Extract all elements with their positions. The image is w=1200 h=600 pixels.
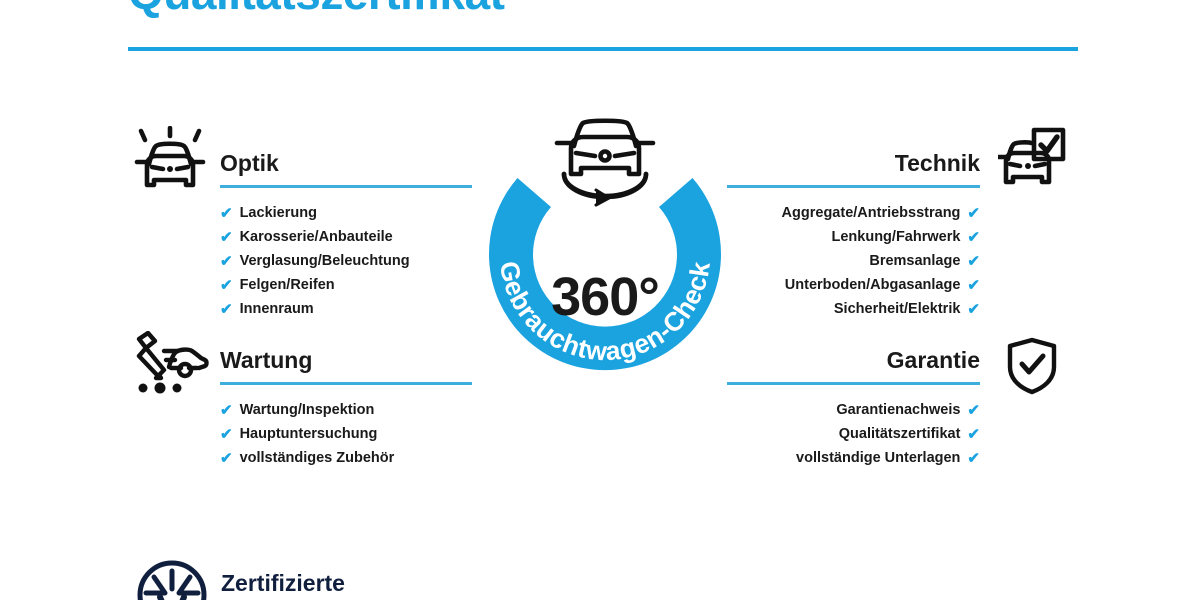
list-item-label: Unterboden/Abgasanlage: [784, 277, 961, 293]
list-item-label: Lenkung/Fahrwerk: [831, 229, 961, 245]
list-item: ✔ Lenkung/Fahrwerk: [727, 225, 981, 249]
check-icon: ✔: [220, 204, 233, 222]
car-shine-icon: [132, 125, 208, 199]
check-icon: ✔: [967, 300, 980, 318]
section-header: Garantie: [727, 339, 980, 385]
checklist-garantie: ✔ Garantienachweis ✔ Qualitätszertifikat ✔…: [727, 398, 980, 470]
list-item-label: Garantienachweis: [836, 402, 961, 418]
check-icon: ✔: [220, 228, 233, 246]
check-icon: ✔: [967, 276, 980, 294]
section-divider: [727, 185, 980, 188]
list-item: ✔ Qualitätszertifikat: [727, 422, 980, 446]
check-icon: ✔: [220, 300, 233, 318]
section-header: Wartung: [220, 339, 472, 385]
list-item: ✔ Lackierung: [220, 201, 472, 225]
list-item-label: Bremsanlage: [869, 253, 961, 269]
list-item: ✔ Hauptuntersuchung: [220, 422, 472, 446]
check-icon: ✔: [967, 228, 980, 246]
check-icon: ✔: [967, 425, 980, 443]
section-garantie: Garantie ✔ Garantienachweis ✔ Qualitätszer…: [727, 339, 980, 470]
list-item-label: Wartung/Inspektion: [239, 402, 375, 418]
badge-number: 360°: [551, 267, 660, 327]
car-service-pencil-icon: [131, 330, 209, 400]
section-wartung: Wartung ✔ Wartung/Inspektion ✔ Hauptunters…: [220, 339, 472, 470]
checklist-technik: ✔ Aggregate/Antriebsstrang ✔ Lenkung/Fahrw…: [727, 201, 980, 321]
check-icon: ✔: [967, 204, 980, 222]
check-icon: ✔: [220, 252, 233, 270]
check-icon: ✔: [220, 401, 233, 419]
check-icon: ✔: [220, 425, 233, 443]
section-optik: Optik ✔ Lackierung ✔ Karosserie/Anbauteile…: [220, 142, 472, 321]
list-item-label: vollständige Unterlagen: [796, 450, 961, 466]
check-icon: ✔: [967, 449, 980, 467]
shield-check-icon: [1006, 337, 1058, 400]
section-title: Optik: [220, 150, 279, 176]
list-item: ✔ Wartung/Inspektion: [220, 398, 472, 422]
section-header: Optik: [220, 142, 472, 188]
section-divider: [220, 185, 472, 188]
list-item: ✔ vollständiges Zubehör: [220, 446, 472, 470]
section-technik: Technik ✔ Aggregate/Antriebsstrang ✔ Lenku…: [727, 142, 980, 321]
list-item-label: Felgen/Reifen: [239, 277, 335, 293]
list-item-label: Qualitätszertifikat: [838, 426, 961, 442]
list-item: ✔ Unterboden/Abgasanlage: [727, 273, 980, 297]
list-item-label: Aggregate/Antriebsstrang: [781, 205, 961, 221]
list-item: ✔ Sicherheit/Elektrik: [727, 297, 980, 321]
checklist-optik: ✔ Lackierung ✔ Karosserie/Anbauteile ✔ Verg…: [220, 201, 472, 321]
check-icon: ✔: [967, 401, 980, 419]
title-divider: [128, 47, 1078, 51]
section-divider: [220, 382, 472, 385]
badge-360-check: Gebrauchtwagen-Check 360°: [462, 112, 748, 398]
list-item-label: vollständiges Zubehör: [239, 450, 395, 466]
list-item: ✔ Innenraum: [220, 297, 472, 321]
footer-label: Zertifizierte: [221, 570, 345, 596]
page-title: Qualitätszertifikat: [128, 0, 505, 20]
list-item: ✔ Aggregate/Antriebsstrang: [727, 201, 980, 225]
list-item: ✔ vollständige Unterlagen: [727, 446, 980, 470]
list-item: ✔ Verglasung/Beleuchtung: [220, 249, 472, 273]
list-item-label: Innenraum: [239, 301, 314, 317]
section-title: Technik: [894, 150, 980, 176]
car-rotation-360-icon: [540, 112, 670, 213]
car-checkbox-icon: [996, 126, 1066, 199]
list-item-label: Sicherheit/Elektrik: [833, 301, 961, 317]
check-icon: ✔: [967, 252, 980, 270]
section-title: Garantie: [886, 347, 980, 373]
list-item-label: Lackierung: [239, 205, 317, 221]
list-item-label: Hauptuntersuchung: [239, 426, 378, 442]
section-divider: [727, 382, 980, 385]
check-icon: ✔: [220, 449, 233, 467]
section-title: Wartung: [220, 347, 313, 373]
section-header: Technik: [727, 142, 980, 188]
badge-ring: Gebrauchtwagen-Check: [489, 178, 721, 371]
list-item: ✔ Karosserie/Anbauteile: [220, 225, 472, 249]
checklist-wartung: ✔ Wartung/Inspektion ✔ Hauptuntersuchung ✔…: [220, 398, 472, 470]
check-icon: ✔: [220, 276, 233, 294]
list-item-label: Karosserie/Anbauteile: [239, 229, 393, 245]
list-item: ✔ Bremsanlage: [727, 249, 980, 273]
list-item: ✔ Felgen/Reifen: [220, 273, 472, 297]
list-item: ✔ Garantienachweis: [727, 398, 980, 422]
vw-logo-icon: [136, 559, 208, 600]
list-item-label: Verglasung/Beleuchtung: [239, 253, 410, 269]
